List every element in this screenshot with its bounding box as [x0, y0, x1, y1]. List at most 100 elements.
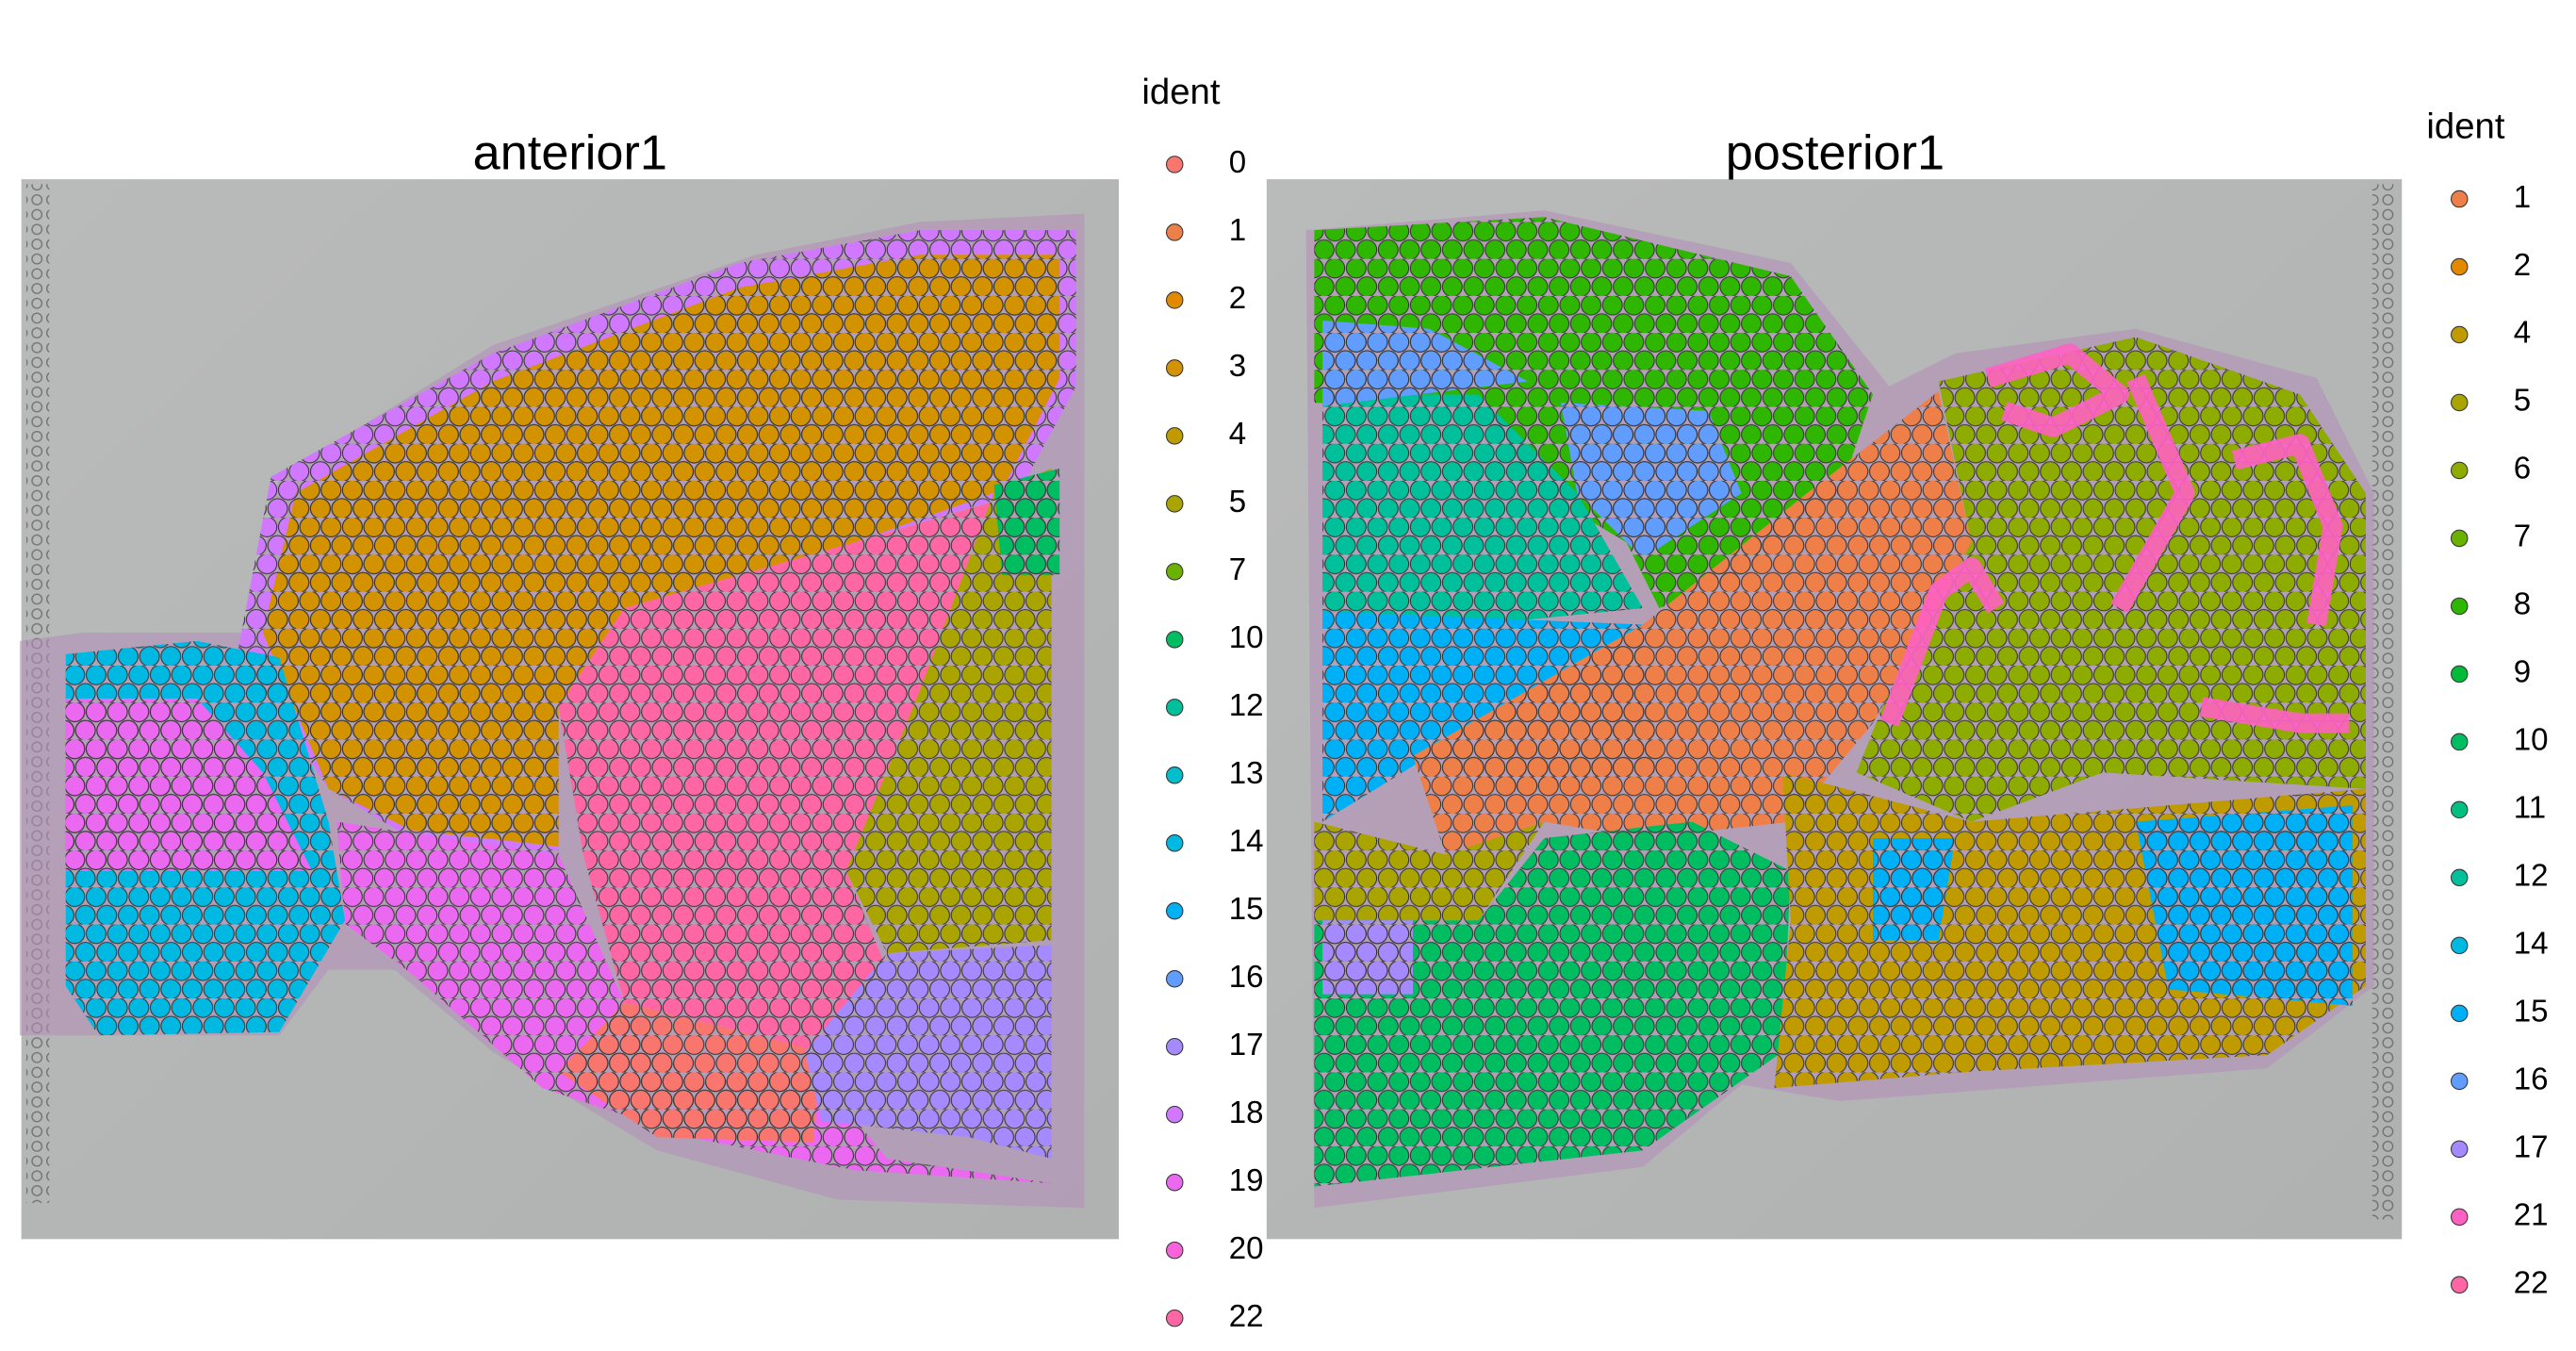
fiducials — [2371, 184, 2396, 1220]
legend-title: ident — [1141, 72, 1220, 112]
legend-label: 0 — [1229, 145, 1246, 180]
legend-label: 2 — [2514, 248, 2531, 283]
legend-label: 14 — [1229, 824, 1264, 859]
legend-key — [2451, 733, 2469, 751]
legend-key — [2451, 1072, 2469, 1091]
legend-key — [1165, 1309, 1184, 1327]
legend-key — [2451, 529, 2469, 548]
legend-label: 1 — [2514, 180, 2531, 215]
legend-label: 2 — [1229, 281, 1246, 316]
legend-key — [2451, 461, 2469, 480]
legend-key — [2451, 868, 2469, 887]
legend-key — [1165, 223, 1184, 241]
legend-label: 15 — [2514, 995, 2549, 1030]
cluster-region — [1314, 821, 1545, 921]
legend-key — [2451, 1208, 2469, 1227]
legend-key — [2451, 325, 2469, 344]
cluster-region — [336, 821, 1052, 1184]
cluster-region — [65, 698, 313, 871]
cluster-region — [1322, 321, 1528, 406]
legend-label: 16 — [1229, 960, 1264, 995]
legend-label: 19 — [1229, 1163, 1264, 1198]
cluster-line — [2231, 434, 2343, 627]
cluster-line — [1985, 343, 2129, 437]
legend-label: 14 — [2514, 927, 2549, 962]
legend-label: 17 — [2514, 1130, 2549, 1165]
legend-key — [2451, 1276, 2469, 1294]
legend-label: 22 — [1229, 1299, 1264, 1334]
legend-key — [1165, 359, 1184, 377]
legend-key — [1165, 1173, 1184, 1192]
legend-key — [2451, 1004, 2469, 1023]
legend-label: 15 — [1229, 892, 1264, 927]
cluster-region — [558, 1002, 822, 1143]
legend-key — [2451, 189, 2469, 208]
legend-label: 7 — [1229, 552, 1246, 587]
cluster-region — [2135, 805, 2353, 1006]
cluster-region — [1322, 394, 1643, 625]
cluster-region — [1873, 838, 1956, 941]
legend-label: 22 — [2514, 1266, 2549, 1301]
cluster-region — [845, 468, 1052, 954]
legend-label: 12 — [1229, 688, 1264, 723]
legend-label: 3 — [1229, 349, 1246, 384]
legend-label: 21 — [2514, 1198, 2549, 1233]
legend-key — [2451, 1140, 2469, 1159]
legend-key — [1165, 563, 1184, 581]
legend-key — [1165, 1105, 1184, 1124]
cluster-region — [1322, 920, 1413, 995]
cluster-line — [1879, 557, 2005, 727]
legend-title: ident — [2426, 107, 2504, 147]
legend-key — [1165, 631, 1184, 649]
cluster-region — [1412, 390, 1972, 855]
anterior-panel: anterior1 — [19, 126, 1119, 1240]
legend-label: 10 — [1229, 620, 1264, 655]
legend-key — [1165, 766, 1184, 784]
legend-label: 10 — [2514, 723, 2549, 758]
legend-label: 16 — [2514, 1063, 2549, 1097]
legend-label: 5 — [1229, 485, 1246, 519]
legend-label: 20 — [1229, 1231, 1264, 1266]
cluster-line — [2110, 373, 2195, 614]
legend-label: 13 — [1229, 756, 1264, 791]
legend-label: 4 — [1229, 417, 1246, 452]
legend-label: 12 — [2514, 859, 2549, 894]
legend-key — [2451, 597, 2469, 616]
legend-label: 8 — [2514, 587, 2531, 622]
legend-label: 7 — [2514, 519, 2531, 554]
legend-label: 9 — [2514, 655, 2531, 690]
legend-label: 5 — [2514, 384, 2531, 419]
legend-key — [2451, 393, 2469, 412]
legend-key — [1165, 495, 1184, 513]
legend-key — [1165, 427, 1184, 445]
legend-key — [1165, 834, 1184, 852]
posterior-panel: posterior1 — [1266, 126, 2403, 1240]
legend-label: 17 — [1229, 1028, 1264, 1063]
cluster-region — [805, 945, 1052, 1159]
cluster-region — [993, 468, 1060, 576]
cluster-region — [1314, 821, 1791, 1187]
legend-key — [1165, 699, 1184, 717]
cluster-region — [262, 255, 1060, 847]
cluster-region — [1560, 403, 1742, 559]
panel-title: posterior1 — [1726, 126, 1944, 181]
legend-label: 11 — [2514, 791, 2546, 826]
legend-key — [2451, 800, 2469, 819]
legend-label: 4 — [2514, 316, 2531, 351]
legend-key — [1165, 970, 1184, 988]
legend-key — [1165, 291, 1184, 309]
cluster-region — [558, 501, 994, 1052]
legend-label: 6 — [2514, 452, 2531, 486]
legend-key — [1165, 902, 1184, 920]
legend-key — [1165, 156, 1184, 173]
legend-label: 1 — [1229, 213, 1246, 248]
legend-key — [1165, 1241, 1184, 1260]
legend-key — [2451, 665, 2469, 684]
legend-key — [2451, 257, 2469, 276]
legend-key — [2451, 936, 2469, 955]
cluster-line — [2199, 697, 2350, 733]
